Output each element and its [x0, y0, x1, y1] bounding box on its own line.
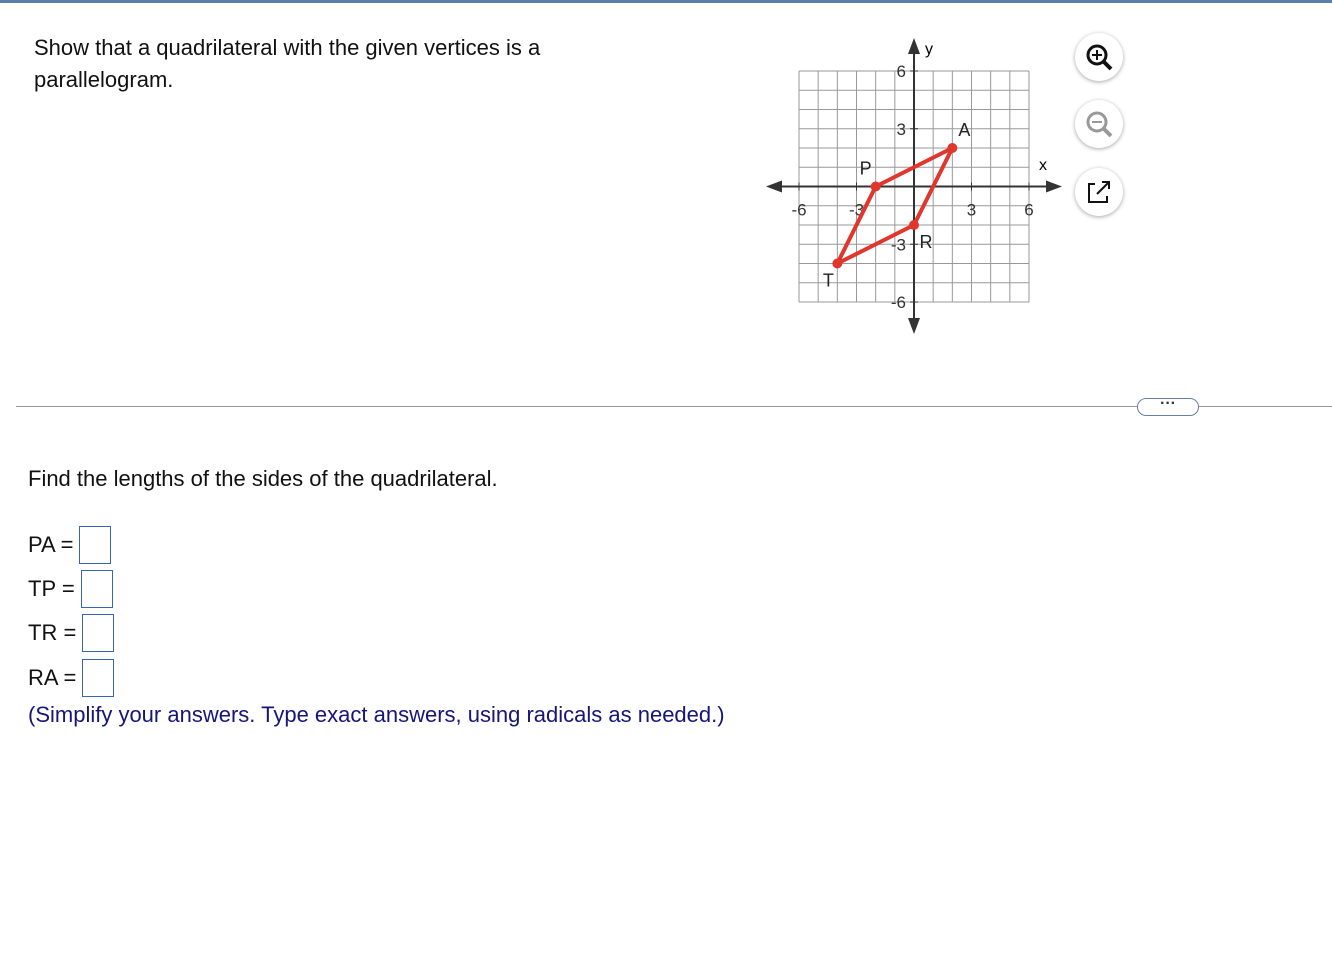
vertex-label: P: [860, 159, 872, 179]
answer-input[interactable]: [79, 526, 112, 564]
x-tick-label: -6: [791, 201, 806, 220]
hint: (Simplify your answers. Type exact answe…: [28, 702, 725, 727]
vertex: [909, 220, 919, 230]
answer-row: PA =: [28, 526, 112, 564]
answer-input[interactable]: [82, 659, 115, 697]
question-text: Show that a quadrilateral with the given…: [34, 35, 541, 92]
y-axis-label: y: [925, 41, 933, 58]
zoom-in[interactable]: [1075, 33, 1123, 81]
expand-button[interactable]: ···: [1137, 396, 1199, 416]
answer-label: RA =: [28, 665, 77, 690]
pop-out[interactable]: [1075, 168, 1123, 216]
y-tick-label: 3: [897, 120, 906, 139]
answer-input[interactable]: [80, 570, 113, 608]
vertex: [870, 181, 881, 192]
x-axis-label: x: [1039, 157, 1047, 174]
answer-label: PA =: [28, 532, 74, 557]
zoom-out[interactable]: [1075, 100, 1123, 148]
x-tick-label: 3: [967, 201, 976, 220]
divider: [16, 406, 1332, 407]
prompt: Find the lengths of the sides of the qua…: [28, 466, 498, 491]
y-tick-label: -3: [891, 235, 906, 254]
answer-row: TR =: [28, 614, 115, 652]
answer-row: TP =: [28, 570, 113, 608]
answer-input[interactable]: [82, 614, 115, 652]
answer-row: RA =: [28, 659, 115, 697]
vertex: [947, 143, 958, 153]
vertex-label: T: [823, 271, 834, 291]
y-tick-label: 6: [897, 62, 906, 81]
top-bar: [0, 0, 1332, 3]
answer-label: TR =: [28, 620, 77, 645]
answer-label: TP =: [28, 576, 75, 601]
y-tick-label: -6: [891, 293, 906, 312]
vertex: [832, 258, 843, 269]
x-tick-label: 6: [1024, 201, 1033, 220]
vertex-label: A: [958, 120, 970, 140]
vertex-label: R: [920, 232, 933, 252]
